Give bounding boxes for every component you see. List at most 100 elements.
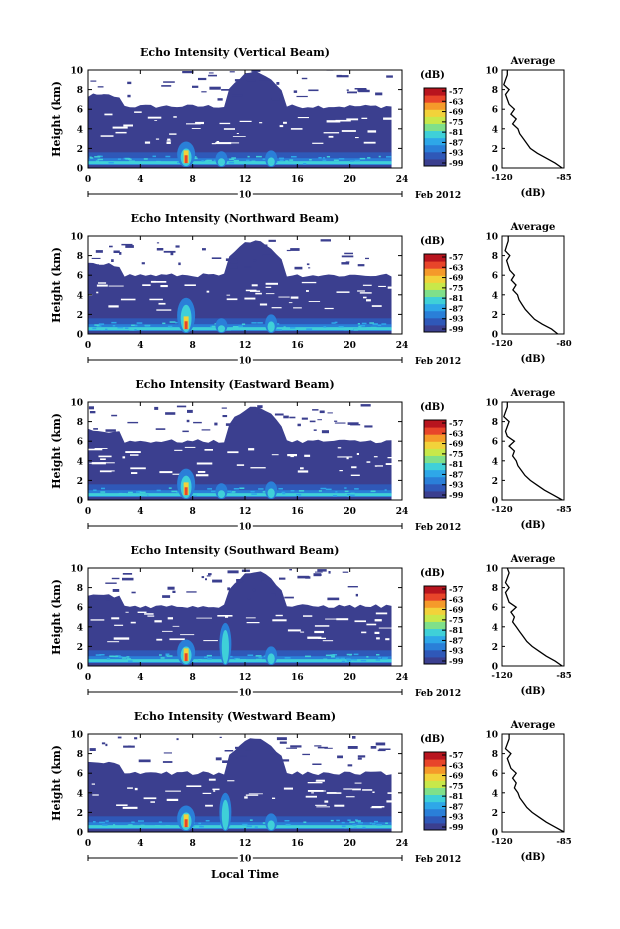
boundary-layer-speckle — [175, 321, 178, 324]
echo-gap — [134, 111, 142, 113]
boundary-layer-speckle — [206, 159, 212, 162]
boundary-layer-speckle — [109, 655, 114, 657]
boundary-layer-speckle — [145, 325, 150, 327]
echo-gap — [326, 792, 342, 794]
echo-gap — [154, 620, 162, 623]
boundary-layer-speckle — [331, 656, 335, 658]
echo-gap — [346, 457, 349, 460]
echo-gap — [100, 462, 115, 464]
y-tick-label: 10 — [70, 399, 83, 409]
colorbar-swatch — [424, 289, 446, 298]
average-x-label: (dB) — [521, 188, 546, 199]
colorbar-swatch — [424, 434, 446, 442]
x-tick-label: 0 — [85, 175, 91, 185]
echo-fragment — [225, 258, 238, 261]
boundary-layer-speckle — [211, 490, 217, 493]
colorbar-tick-label: -75 — [449, 615, 463, 625]
echo-fragment — [286, 249, 291, 252]
y-tick-label: 10 — [70, 565, 83, 575]
echo-gap — [314, 630, 324, 634]
echo-fragment — [131, 591, 136, 594]
echo-gap — [370, 807, 382, 809]
boundary-layer-speckle — [361, 322, 367, 325]
boundary-layer-speckle — [354, 159, 361, 162]
panel-2: Echo Intensity (Northward Beam)0246810He… — [50, 212, 572, 369]
boundary-layer-speckle — [156, 161, 161, 164]
boundary-layer-speckle — [211, 325, 216, 328]
echo-gap — [245, 289, 257, 292]
echo-gap — [155, 138, 160, 140]
colorbar-swatch — [424, 427, 446, 435]
echo-gap — [244, 796, 248, 799]
average-x-tick-label: -80 — [556, 339, 571, 349]
colorbar-tick-label: -75 — [449, 781, 463, 791]
echo-gap — [387, 792, 400, 794]
colorbar-tick-label: -93 — [449, 148, 464, 158]
boundary-layer-speckle — [191, 157, 198, 160]
echo-fragment — [109, 245, 113, 248]
boundary-layer-speckle — [278, 488, 283, 490]
echo-fragment — [294, 266, 303, 270]
average-y-tick-label: 0 — [492, 829, 498, 839]
x-tick-label: 4 — [137, 341, 143, 351]
boundary-layer-speckle — [376, 824, 382, 826]
boundary-layer-speckle — [369, 822, 372, 824]
boundary-layer-speckle — [350, 492, 355, 495]
boundary-layer-speckle — [332, 162, 337, 164]
echo-fragment — [347, 91, 357, 94]
boundary-layer-speckle — [381, 658, 388, 660]
echo-fragment — [263, 244, 268, 247]
echo-gap — [251, 284, 258, 287]
boundary-layer-speckle — [128, 491, 133, 494]
boundary-layer-speckle — [338, 326, 344, 328]
echo-gap — [336, 291, 350, 293]
echo-gap — [283, 121, 287, 124]
boundary-layer-speckle — [198, 822, 202, 825]
echo-gap — [166, 141, 171, 144]
echo-gap — [265, 282, 278, 285]
average-y-tick-label: 2 — [492, 477, 498, 487]
echo-fragment — [284, 596, 294, 599]
boundary-layer-speckle — [353, 659, 357, 661]
colorbar-swatch — [424, 448, 446, 456]
echo-fragment — [344, 252, 353, 255]
boundary-layer-speckle — [204, 656, 208, 658]
echo-fragment — [289, 416, 296, 419]
echo-gap — [195, 474, 209, 477]
average-title: Average — [510, 222, 556, 233]
x-tick-label: 4 — [137, 673, 143, 683]
echo-fragment — [163, 81, 175, 83]
boundary-layer-speckle — [118, 656, 123, 658]
boundary-layer-speckle — [303, 163, 307, 165]
x-tick-label: 24 — [396, 175, 409, 185]
boundary-layer-speckle — [338, 158, 345, 160]
echo-fragment — [271, 593, 276, 596]
echo-fragment — [297, 575, 310, 579]
echo-fragment — [357, 89, 368, 92]
x-tick-label: 8 — [190, 341, 196, 351]
echo-fragment — [198, 77, 207, 81]
boundary-layer-speckle — [228, 162, 235, 164]
boundary-layer-speckle — [233, 488, 239, 490]
echo-gap — [275, 614, 283, 617]
echo-gap — [324, 800, 329, 803]
boundary-layer-speckle — [258, 488, 264, 490]
echo-gap — [227, 780, 235, 782]
y-tick-label: 8 — [77, 584, 83, 594]
boundary-layer-speckle — [372, 323, 378, 326]
boundary-layer-speckle — [97, 158, 104, 161]
echo-fragment — [262, 254, 274, 257]
y-axis-label: Height (km) — [50, 579, 63, 655]
boundary-layer-speckle — [213, 159, 218, 162]
boundary-layer-speckle — [154, 825, 161, 827]
x-tick-label: 20 — [343, 673, 356, 683]
echo-fragment — [127, 421, 139, 424]
colorbar-tick-label: -63 — [449, 594, 464, 604]
echo-gap — [272, 797, 276, 799]
echo-fragment — [182, 71, 194, 74]
echo-fragment — [341, 262, 350, 265]
boundary-layer-band — [88, 318, 392, 329]
boundary-layer-speckle — [92, 327, 97, 330]
echo-gap — [100, 458, 106, 460]
boundary-layer-speckle — [333, 495, 338, 497]
